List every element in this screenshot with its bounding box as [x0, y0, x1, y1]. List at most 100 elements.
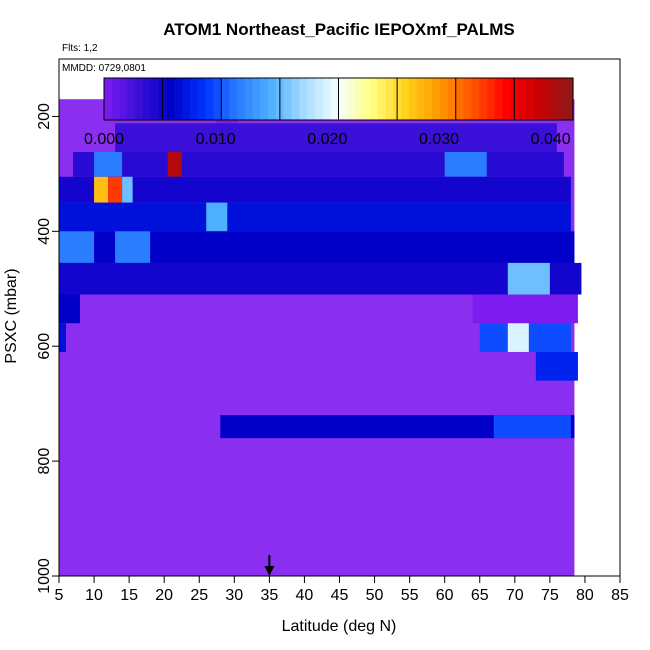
- colorbar-swatch: [166, 78, 175, 120]
- heat-cell: [94, 152, 123, 177]
- heat-cell: [206, 202, 228, 232]
- flights-text: Flts: 1,2: [62, 43, 98, 54]
- colorbar-swatch: [307, 78, 316, 120]
- heat-cell: [122, 176, 133, 203]
- colorbar-swatch: [189, 78, 199, 120]
- heat-cell: [108, 176, 123, 203]
- colorbar-swatch: [205, 78, 215, 120]
- heat-cell: [59, 262, 582, 295]
- colorbar-swatch: [541, 78, 551, 120]
- x-tick-label: 35: [260, 587, 278, 604]
- colorbar-swatch: [385, 78, 394, 120]
- x-tick-label: 65: [471, 587, 489, 604]
- colorbar-swatch: [268, 78, 277, 120]
- x-tick-label: 85: [611, 587, 629, 604]
- colorbar-swatch: [533, 78, 543, 120]
- colorbar-swatch: [463, 78, 472, 120]
- date-text: MMDD: 0729,0801: [62, 63, 146, 74]
- colorbar-swatch: [111, 78, 121, 120]
- colorbar-swatch: [424, 78, 433, 120]
- colorbar-swatch: [150, 78, 160, 120]
- arrow-head: [264, 566, 275, 576]
- colorbar-swatch: [143, 78, 152, 120]
- y-tick-label: 600: [36, 333, 53, 360]
- x-axis-label: Latitude (deg N): [282, 618, 397, 635]
- colorbar-swatch: [330, 78, 340, 120]
- heat-cell: [59, 323, 67, 352]
- heat-cell: [59, 176, 571, 203]
- colorbar-swatch: [408, 78, 418, 120]
- colorbar-swatch: [182, 78, 191, 120]
- heat-cell: [444, 152, 487, 177]
- colorbar-swatch: [221, 78, 230, 120]
- heat-cell: [507, 323, 529, 352]
- y-tick-label: 200: [36, 103, 53, 130]
- heat-cell: [115, 231, 151, 263]
- colorbar-swatch: [369, 78, 379, 120]
- x-tick-label: 5: [55, 587, 64, 604]
- colorbar-swatch: [487, 78, 496, 120]
- heat-cell: [115, 123, 557, 153]
- colorbar-swatch: [346, 78, 355, 120]
- colorbar-swatch: [174, 78, 183, 120]
- colorbar-swatch: [291, 78, 301, 120]
- chart-title: ATOM1 Northeast_Pacific IEPOXmf_PALMS: [163, 20, 514, 39]
- colorbar: [103, 77, 574, 121]
- y-tick-label: 800: [36, 448, 53, 475]
- x-tick-label: 55: [401, 587, 419, 604]
- colorbar-tick-label: 0.020: [307, 131, 347, 148]
- y-tick-label: 400: [36, 218, 53, 245]
- heat-cell: [472, 294, 578, 324]
- colorbar-swatch: [526, 78, 535, 120]
- colorbar-swatch: [260, 78, 269, 120]
- colorbar-swatch: [283, 78, 293, 120]
- heatmap-cells: [59, 99, 582, 439]
- x-tick-label: 80: [576, 587, 594, 604]
- x-tick-label: 75: [541, 587, 559, 604]
- heat-cell: [507, 262, 550, 295]
- colorbar-swatch: [447, 78, 457, 120]
- colorbar-tick-label: 0.030: [419, 131, 459, 148]
- heat-cell: [59, 202, 571, 232]
- colorbar-swatch: [322, 78, 332, 120]
- colorbar-swatch: [338, 78, 347, 120]
- colorbar-swatch: [479, 78, 488, 120]
- heat-cell: [535, 351, 578, 381]
- x-tick-label: 30: [225, 587, 243, 604]
- colorbar-swatch: [557, 78, 566, 120]
- colorbar-swatch: [361, 78, 371, 120]
- colorbar-swatch: [416, 78, 426, 120]
- heat-cell: [493, 415, 571, 439]
- colorbar-swatch: [440, 78, 449, 120]
- colorbar-tick-label: 0.000: [84, 131, 124, 148]
- colorbar-swatch: [119, 78, 129, 120]
- colorbar-swatch: [565, 78, 574, 120]
- x-tick-label: 45: [331, 587, 349, 604]
- x-tick-label: 20: [155, 587, 173, 604]
- x-tick-label: 70: [506, 587, 524, 604]
- x-tick-label: 60: [436, 587, 454, 604]
- colorbar-swatch: [252, 78, 261, 120]
- colorbar-swatch: [471, 78, 480, 120]
- colorbar-swatch: [494, 78, 504, 120]
- heat-cell: [94, 176, 109, 203]
- colorbar-swatch: [244, 78, 254, 120]
- colorbar-swatch: [401, 78, 410, 120]
- y-tick-label: 1000: [36, 558, 53, 594]
- heat-cell: [220, 415, 575, 439]
- colorbar-swatch: [127, 78, 136, 120]
- colorbar-swatch: [104, 78, 113, 120]
- colorbar-swatch: [549, 78, 558, 120]
- colorbar-swatch: [432, 78, 441, 120]
- colorbar-swatch: [236, 78, 246, 120]
- x-tick-label: 25: [190, 587, 208, 604]
- colorbar-ticks: 0.000 0.010 0.020 0.030 0.040: [84, 131, 571, 148]
- colorbar-swatch: [299, 78, 308, 120]
- heat-cell: [167, 152, 182, 177]
- colorbar-swatch: [518, 78, 527, 120]
- heat-cell: [59, 231, 95, 263]
- latitude-arrow-marker: [264, 555, 275, 576]
- colorbar-frame: [103, 77, 574, 121]
- y-axis-label: PSXC (mbar): [3, 268, 20, 363]
- colorbar-swatch: [315, 78, 324, 120]
